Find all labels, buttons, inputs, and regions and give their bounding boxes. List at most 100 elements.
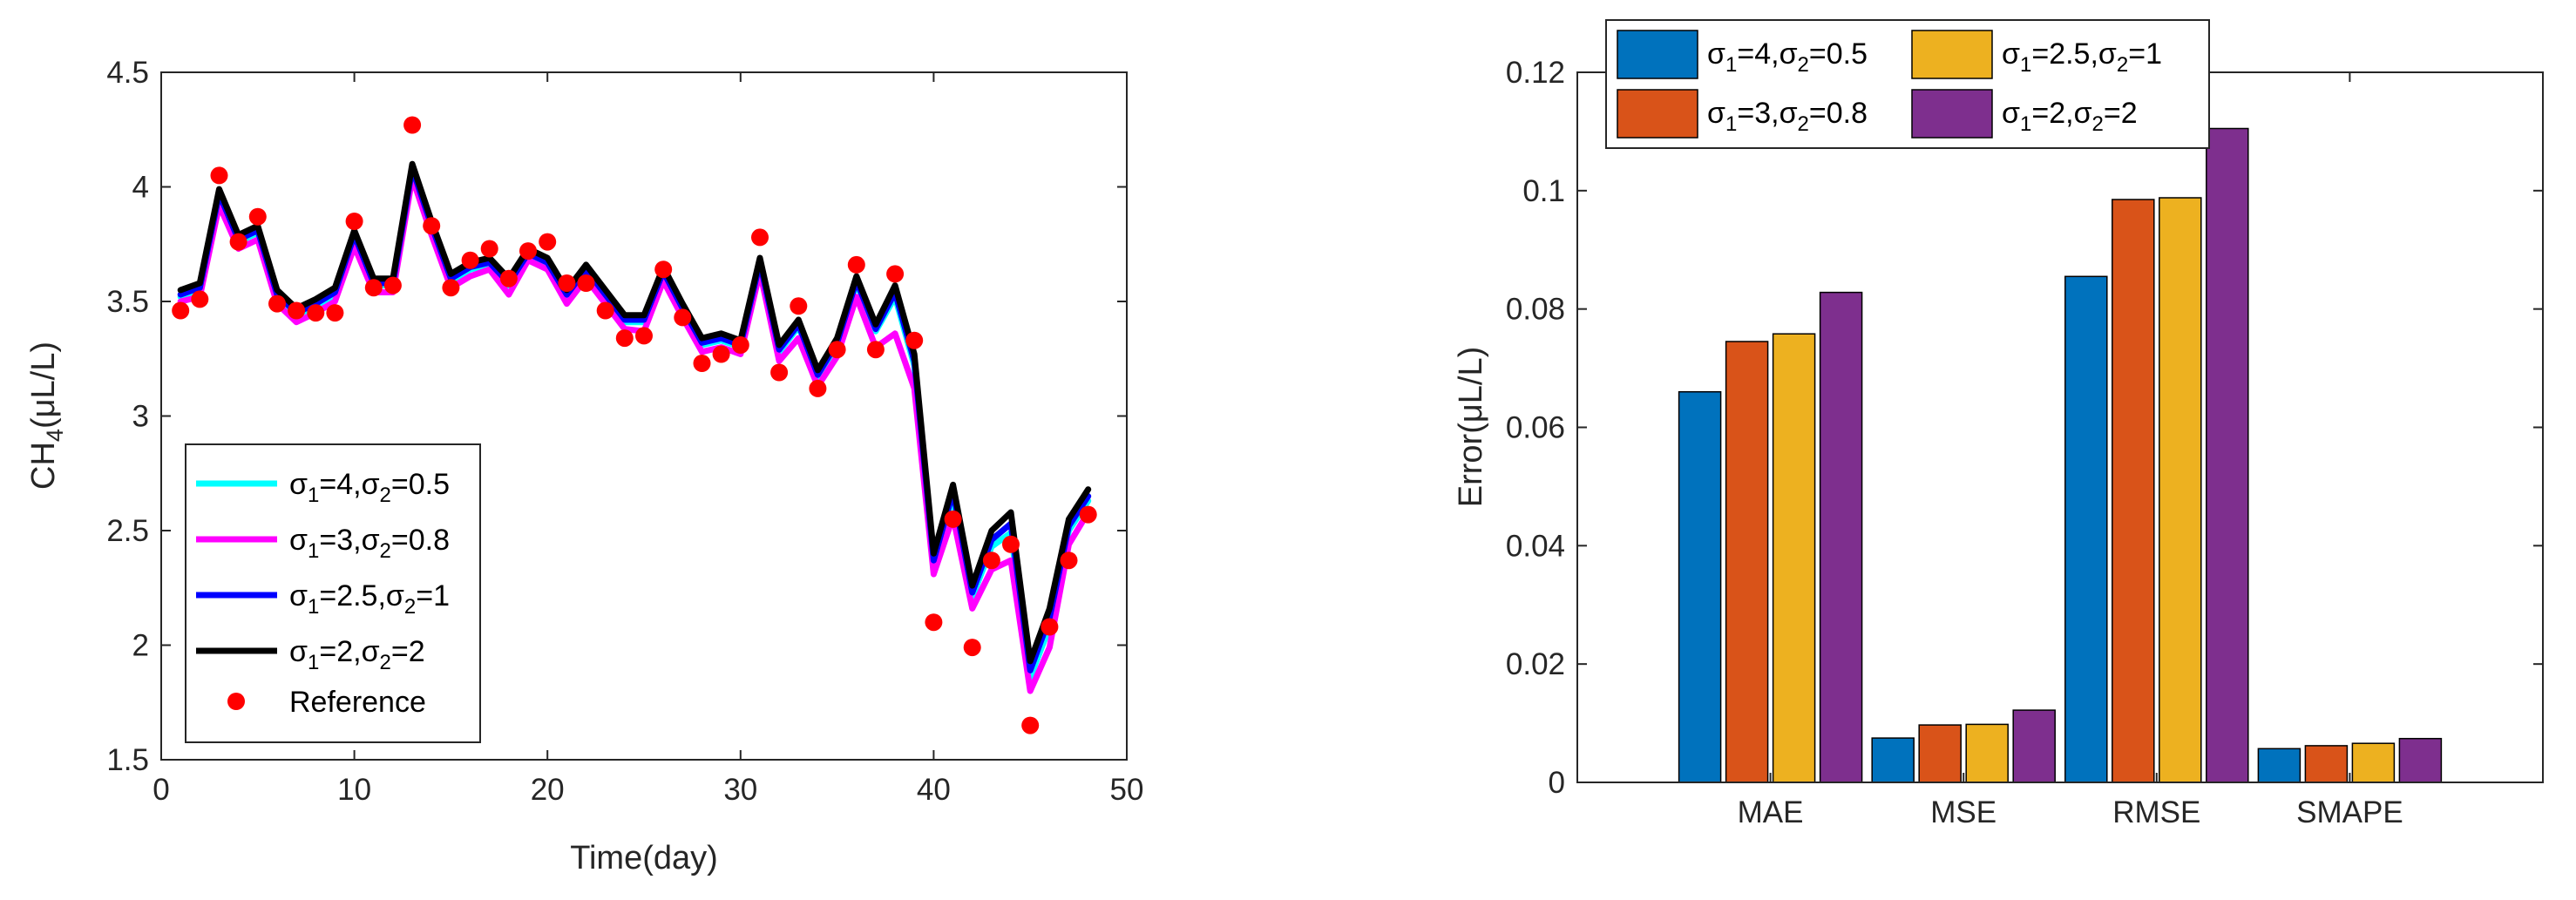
legend-value: =2 [2104,97,2138,130]
bar-mse-series-1 [1871,737,1915,783]
series-line-4 [177,160,1092,665]
legend-label: σ1=2,σ2=2 [2002,97,2138,136]
reference-point [847,255,865,274]
legend-sigma: σ [2002,97,2020,130]
line-chart-y-label-unit: (μL/L) [25,342,62,429]
reference-point [499,269,518,288]
x-tick-label: 20 [531,773,565,807]
legend-swatch [1911,89,1993,139]
legend-subscript: 2 [380,484,391,507]
legend-subscript: 1 [2020,53,2031,77]
reference-point [423,217,441,235]
reference-point [558,274,576,292]
y-tick-label: 0 [1549,766,1565,800]
bar-mae-series-1 [1678,390,1722,783]
bar-mse-series-2 [1918,724,1962,783]
reference-point [1002,535,1020,553]
legend-subscript: 1 [308,595,319,619]
category-label: MAE [1738,795,1804,829]
legend-label: σ1=2.5,σ2=1 [289,579,450,619]
bar-chart-y-label: Error(μL/L) [1453,347,1489,507]
bar-smape-series-3 [2351,742,2396,783]
legend-label: σ1=2,σ2=2 [289,635,425,674]
reference-point [210,166,228,185]
legend-value: =0.8 [391,524,450,557]
reference-point [866,341,885,359]
reference-point [615,329,634,348]
reference-point [1079,505,1097,524]
line-chart-y-label-main: CH [25,442,62,490]
y-tick-label: 2 [132,629,149,663]
reference-point [539,233,557,251]
legend-label: σ1=4,σ2=0.5 [1707,37,1868,77]
bar-mae-series-2 [1725,341,1769,783]
series-line-2 [177,174,1092,694]
reference-point [364,279,383,297]
reference-point [191,290,209,308]
reference-point [809,379,827,397]
bar-smape-series-4 [2398,737,2443,783]
bar-mse-series-3 [1965,723,2009,783]
legend-value: =4, [319,468,361,501]
reference-point [345,213,363,230]
legend-value: =2, [319,635,361,668]
bar-rmse-series-3 [2159,197,2202,783]
legend-sigma: σ [1779,97,1798,130]
legend-value: =3, [1737,97,1779,130]
reference-point [577,274,595,292]
legend-sigma: σ [289,579,308,612]
y-tick-label: 3 [132,400,149,434]
legend-subscript: 1 [2020,112,2031,136]
bar-rmse-series-2 [2112,199,2155,783]
legend-value: =2 [391,635,425,668]
reference-point [674,308,692,327]
legend-sigma: σ [2098,37,2117,71]
y-tick-label: 2.5 [106,514,149,548]
reference-point [944,510,962,528]
y-tick-label: 0.06 [1506,411,1565,445]
reference-point [442,279,460,297]
legend-value: =2.5, [319,579,386,612]
reference-point [1021,716,1040,734]
reference-point [654,261,673,279]
line-chart-marks [172,116,1097,734]
line-chart-y-label-subscript: 4 [42,429,68,442]
legend-sigma: σ [289,468,308,501]
legend-reference-marker [227,693,245,710]
legend-sigma: σ [1779,37,1798,71]
bar-rmse-series-4 [2206,127,2249,783]
legend-subscript: 1 [308,651,319,674]
legend-sigma: σ [2002,37,2020,71]
legend-sigma: σ [1707,37,1725,71]
legend-value: =0.5 [1809,37,1868,71]
legend-sigma: σ [362,524,380,557]
legend-swatch [1911,30,1993,79]
reference-point [770,363,789,382]
reference-point [886,265,905,283]
x-tick-label: 50 [1110,773,1144,807]
bar-smape-series-2 [2304,745,2349,783]
line-chart: 0 10 20 30 40 501.522.533.544.5 Time(day) CH4… [25,56,1143,876]
reference-point [1041,618,1059,636]
legend-subscript: 1 [1725,53,1737,77]
bar-mae-series-3 [1772,333,1816,783]
legend-label: σ1=2.5,σ2=1 [2002,37,2162,77]
reference-point [982,552,1000,570]
legend-subscript: 2 [380,539,391,563]
y-tick-label: 0.12 [1506,56,1565,90]
bar-mae-series-4 [1819,291,1863,783]
reference-point [268,294,286,313]
legend-subscript: 2 [404,595,416,619]
reference-point [1060,552,1078,570]
reference-point [403,116,422,134]
bar-chart: MAE MSE RMSE SMAPE00.020.040.060.080.10.12 … [1453,19,2544,829]
legend-value: =4, [1737,37,1779,71]
legend-swatch [1617,89,1698,139]
legend-label: σ1=3,σ2=0.8 [1707,97,1868,136]
bar-chart-marks [1678,127,2443,783]
reference-point [712,345,730,363]
legend-sigma: σ [1707,97,1725,130]
legend-subscript: 2 [1798,53,1809,77]
x-tick-label: 40 [917,773,951,807]
bar-mse-series-4 [2012,709,2056,783]
